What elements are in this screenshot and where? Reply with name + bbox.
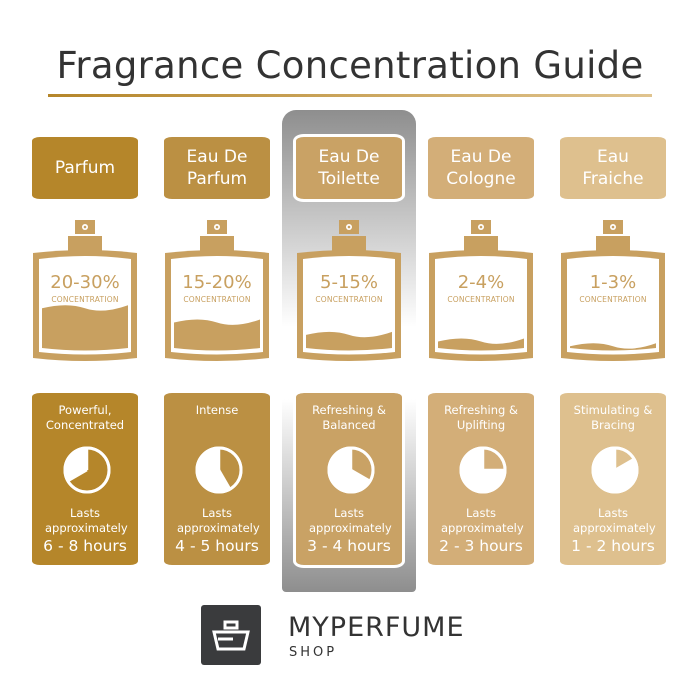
duration-value: 2 - 3 hours [439, 537, 523, 555]
duration-value: 4 - 5 hours [175, 537, 259, 555]
type-header: Eau De Parfum [164, 137, 270, 199]
type-name-line2: Cologne [446, 169, 516, 189]
bottle-icon [165, 220, 269, 361]
concentration-label: CONCENTRATION [447, 295, 515, 304]
longevity-card: Powerful, Concentrated Lasts approximatel… [32, 393, 138, 565]
fill-level [438, 338, 524, 351]
lasts-label: Lasts approximately [45, 506, 128, 535]
description-line1: Stimulating & [573, 403, 653, 417]
concentration-value: 1-3% [589, 272, 637, 293]
clock-pie-icon [459, 446, 507, 494]
bottle-icon [297, 220, 401, 361]
logo-icon [201, 605, 261, 665]
longevity-card: Refreshing & Uplifting Lasts approximatel… [428, 393, 534, 565]
type-header: Eau De Cologne [428, 137, 534, 199]
type-header: Parfum [32, 137, 138, 199]
concentration-label: CONCENTRATION [579, 295, 647, 304]
lasts-label: Lasts approximately [441, 506, 524, 535]
fill-level [306, 331, 392, 351]
clock-pie-icon [195, 446, 243, 494]
longevity-card: Intense Lasts approximately 4 - 5 hours [164, 393, 270, 565]
type-name-line1: Parfum [54, 158, 116, 178]
title-divider [48, 94, 652, 97]
type-name-line2: Parfum [186, 169, 248, 189]
fill-level [42, 305, 128, 351]
description-line2: Bracing [591, 418, 635, 432]
longevity-card: Refreshing & Balanced Lasts approximately… [293, 390, 405, 568]
concentration-label: CONCENTRATION [183, 295, 251, 304]
description-line1: Refreshing & [444, 403, 518, 417]
bottle-icon [33, 220, 137, 361]
concentration-label: CONCENTRATION [51, 295, 119, 304]
type-name-line1: Eau De [318, 147, 380, 167]
clock-pie-icon [591, 446, 639, 494]
clock-pie-icon [327, 446, 375, 494]
logo-sub: SHOP [289, 645, 338, 660]
description-line2: Concentrated [45, 418, 125, 432]
type-name-line1: Eau De [186, 147, 248, 167]
fill-level [570, 343, 656, 351]
duration-value: 3 - 4 hours [307, 537, 391, 555]
page-title: Fragrance Concentration Guide [56, 44, 644, 87]
concentration-value: 2-4% [457, 272, 505, 293]
concentration-label: CONCENTRATION [315, 295, 383, 304]
duration-value: 6 - 8 hours [43, 537, 127, 555]
lasts-label: Lasts approximately [573, 506, 656, 535]
type-name-line2: Fraiche [582, 169, 644, 189]
description-line1: Refreshing & [312, 403, 386, 417]
description-line1: Intense [195, 403, 239, 417]
concentration-value: 5-15% [320, 272, 378, 293]
description-line2: Uplifting [456, 418, 506, 432]
type-name-line1: Eau [597, 147, 629, 167]
clock-pie-icon [63, 446, 111, 494]
lasts-label: Lasts approximately [177, 506, 260, 535]
fill-level [174, 319, 260, 351]
description-line2: Balanced [322, 418, 376, 432]
duration-value: 1 - 2 hours [571, 537, 655, 555]
bottle-icon [429, 220, 533, 361]
concentration-value: 20-30% [50, 272, 120, 293]
description-line1: Powerful, [58, 403, 112, 417]
logo-brand: MYPERFUME [288, 612, 465, 643]
concentration-value: 15-20% [182, 272, 252, 293]
bottle-icon [561, 220, 665, 361]
lasts-label: Lasts approximately [309, 506, 392, 535]
type-name-line1: Eau De [450, 147, 512, 167]
type-header: Eau Fraiche [560, 137, 666, 199]
type-name-line2: Toilette [318, 169, 380, 189]
type-header: Eau De Toilette [293, 134, 405, 202]
longevity-card: Stimulating & Bracing Lasts approximately… [560, 393, 666, 565]
